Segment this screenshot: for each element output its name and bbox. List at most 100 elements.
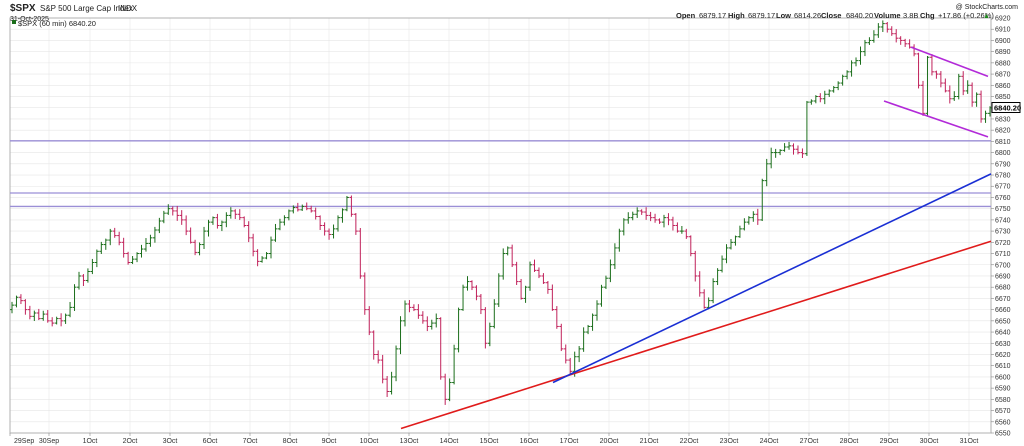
ohlc-bar <box>791 143 796 155</box>
ohlc-bar <box>143 238 148 252</box>
ohlc-bar <box>202 226 207 249</box>
ohlc-bar <box>956 73 961 100</box>
ohlc-bar <box>99 241 104 254</box>
x-tick-label: 29Sep <box>14 438 34 445</box>
y-tick-label: 6650 <box>995 318 1011 325</box>
ohlc-bar <box>344 195 349 212</box>
channel-upper-line <box>910 46 989 78</box>
ohlc-bar <box>621 218 626 236</box>
ohlc-bar <box>858 46 863 65</box>
ohlc-bar <box>36 308 41 321</box>
ohlc-bar <box>14 295 19 308</box>
ohlc-bar <box>367 306 372 336</box>
y-tick-label: 6830 <box>995 116 1011 123</box>
ohlc-bar <box>438 317 443 380</box>
ohlc-bar <box>371 330 376 360</box>
ohlc-bar <box>889 26 894 36</box>
close-label: Close <box>821 11 841 20</box>
date-text: 31-Oct-2025 <box>10 16 49 23</box>
ohlc-bar <box>170 206 175 216</box>
y-tick-label: 6580 <box>995 397 1011 404</box>
ohlc-bar <box>420 311 425 324</box>
ohlc-bar <box>501 248 506 280</box>
y-tick-label: 6730 <box>995 229 1011 236</box>
ohlc-bar <box>260 256 265 263</box>
y-tick-label: 6600 <box>995 374 1011 381</box>
ohlc-bar <box>536 267 541 279</box>
ohlc-bar <box>809 99 814 105</box>
ohlc-bar <box>711 278 716 304</box>
ohlc-bar <box>925 56 930 117</box>
ohlc-bar <box>242 216 247 228</box>
y-tick-label: 6900 <box>995 38 1011 45</box>
ohlc-bar <box>639 209 644 215</box>
horizontal-levels <box>10 140 991 208</box>
ohlc-bar <box>519 278 524 300</box>
ohlc-bar <box>554 306 559 329</box>
ohlc-bar <box>94 249 99 268</box>
ohlc-bar <box>532 259 537 272</box>
ohlc-bar <box>380 354 385 384</box>
ohlc-bar <box>746 216 751 225</box>
ohlc-bar <box>612 243 617 270</box>
high-label: High <box>728 11 745 20</box>
ohlc-bar <box>804 100 809 156</box>
ohlc-bar <box>929 54 934 76</box>
ohlc-bar <box>224 212 229 228</box>
ohlc-bar <box>608 259 613 283</box>
ohlc-bar <box>630 211 635 221</box>
ohlc-bar <box>836 81 841 91</box>
ohlc-bar <box>443 373 448 405</box>
ohlc-bar <box>416 304 421 319</box>
ohlc-bar <box>135 252 140 263</box>
x-tick-label: 31Oct <box>960 438 979 445</box>
ohlc-bar <box>117 231 122 246</box>
ohlc-bar <box>469 280 474 291</box>
y-tick-label: 6870 <box>995 72 1011 79</box>
x-tick-label: 27Oct <box>800 438 819 445</box>
ohlc-bar <box>983 110 988 123</box>
ohlc-bar <box>769 147 774 169</box>
ohlc-bar <box>617 228 622 252</box>
ohlc-bar <box>528 261 533 291</box>
ohlc-bar <box>943 78 948 93</box>
ohlc-bar <box>782 143 787 152</box>
y-tick-label: 6920 <box>995 16 1011 23</box>
ohlc-bar <box>648 211 653 222</box>
ohlc-bar <box>898 36 903 45</box>
ohlc-bar <box>130 256 135 265</box>
up-arrow-icon: ▲ <box>983 13 990 20</box>
ohlc-bar <box>733 235 738 246</box>
y-tick-label: 6700 <box>995 262 1011 269</box>
ohlc-bar <box>112 227 117 238</box>
ohlc-bar <box>304 202 309 211</box>
ohlc-bar <box>653 213 658 223</box>
ohlc-bar <box>514 261 519 285</box>
y-tick-label: 6720 <box>995 240 1011 247</box>
ohlc-bar <box>496 273 501 308</box>
y-tick-label: 6560 <box>995 419 1011 426</box>
ohlc-bar <box>32 310 37 321</box>
y-tick-label: 6790 <box>995 161 1011 168</box>
y-tick-label: 6760 <box>995 195 1011 202</box>
ohlc-bar <box>50 317 55 327</box>
ohlc-bar <box>219 220 224 232</box>
ohlc-bar <box>800 148 805 159</box>
ohlc-bar <box>541 273 546 284</box>
x-tick-label: 1Oct <box>83 438 98 445</box>
ohlc-bar <box>590 313 595 331</box>
x-tick-label: 15Oct <box>480 438 499 445</box>
ohlc-bar <box>184 215 189 236</box>
ohlc-bar <box>233 209 238 219</box>
y-tick-label: 6820 <box>995 128 1011 135</box>
ohlc-bar <box>215 213 220 229</box>
ohlc-bar <box>90 258 95 275</box>
ohlc-bar <box>126 251 131 265</box>
x-tick-label: 14Oct <box>440 438 459 445</box>
ohlc-bar <box>327 228 332 240</box>
y-tick-label: 6640 <box>995 330 1011 337</box>
ohlc-bar <box>670 216 675 231</box>
ohlc-bar <box>885 22 890 33</box>
ohlc-bar <box>715 268 720 286</box>
ohlc-bar <box>10 301 14 314</box>
